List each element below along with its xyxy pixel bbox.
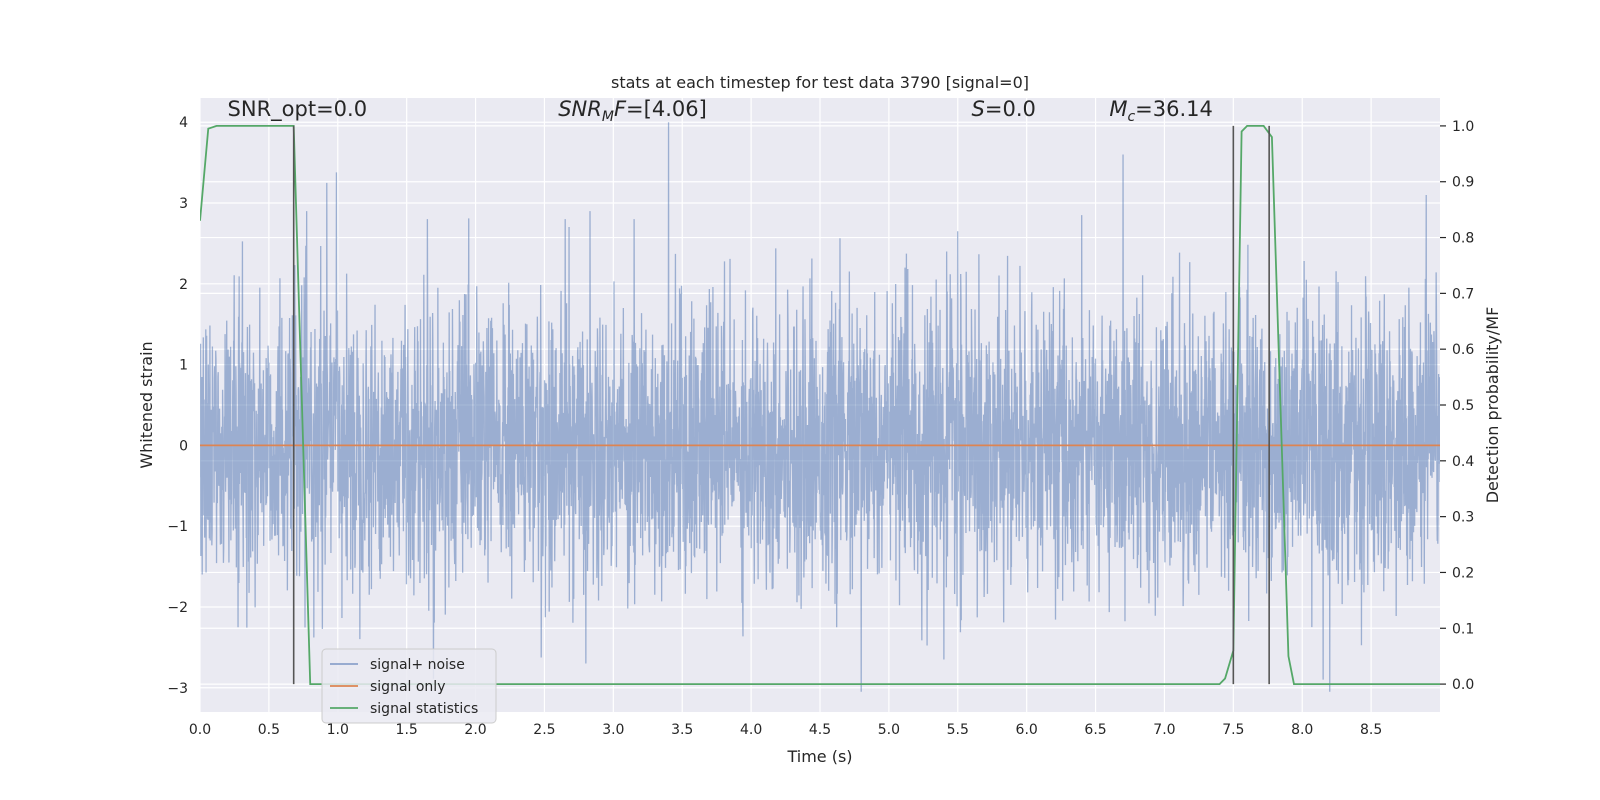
y2-tick-label-9: 0.9 <box>1452 175 1474 191</box>
x-tick-label-7: 3.5 <box>671 722 693 738</box>
x-tick-label-5: 2.5 <box>533 722 555 738</box>
y-tick-label-3: 0 <box>179 438 188 454</box>
x-tick-label-16: 8.0 <box>1291 722 1313 738</box>
x-tick-label-15: 7.5 <box>1222 722 1244 738</box>
y2-tick-label-0: 0.0 <box>1452 677 1474 693</box>
legend-box <box>321 648 497 724</box>
y2-tick-label-5: 0.5 <box>1452 398 1474 414</box>
y-tick-label-1: −2 <box>167 600 188 616</box>
y-tick-label-5: 2 <box>179 277 188 293</box>
x-tick-label-12: 6.0 <box>1016 722 1038 738</box>
annotations: SNR_opt=0.0 SNRMF=[4.06] S=0.0 Mc=36.14 <box>228 97 1213 125</box>
legend-label-0: signal+ noise <box>370 657 465 673</box>
y2-tick-label-6: 0.6 <box>1452 342 1474 358</box>
annotation-0: SNR_opt=0.0 <box>228 97 368 122</box>
y2-axis-label: Detection probability/MF <box>1483 307 1502 504</box>
y2-tick-label-2: 0.2 <box>1452 565 1474 581</box>
x-tick-label-1: 0.5 <box>258 722 280 738</box>
annotation-1: SNRMF=[4.06] <box>558 97 707 125</box>
y2-tick-label-3: 0.3 <box>1452 510 1474 526</box>
x-tick-label-11: 5.5 <box>947 722 969 738</box>
y-tick-label-7: 4 <box>179 115 188 131</box>
legend: signal+ noise signal only signal statistic… <box>321 648 497 724</box>
y-tick-label-4: 1 <box>179 358 188 374</box>
y-tick-label-2: −1 <box>167 519 188 535</box>
x-axis-label: Time (s) <box>786 747 852 766</box>
x-tick-label-9: 4.5 <box>809 722 831 738</box>
x-tick-label-4: 2.0 <box>464 722 486 738</box>
x-tick-label-14: 7.0 <box>1153 722 1175 738</box>
x-tick-label-8: 4.0 <box>740 722 762 738</box>
y2-tick-label-10: 1.0 <box>1452 119 1474 135</box>
series-line-2 <box>200 125 1440 685</box>
x-tick-label-17: 8.5 <box>1360 722 1382 738</box>
y-tick-label-0: −3 <box>167 681 188 697</box>
x-tick-label-3: 1.5 <box>396 722 418 738</box>
y2-tick-label-8: 0.8 <box>1452 231 1474 247</box>
series-layer <box>200 122 1440 692</box>
annotation-2: S=0.0 <box>972 97 1036 121</box>
y-tick-label-6: 3 <box>179 196 188 212</box>
legend-label-2: signal statistics <box>370 701 478 717</box>
x-tick-label-0: 0.0 <box>189 722 211 738</box>
x-tick-label-10: 5.0 <box>878 722 900 738</box>
y2-tick-label-1: 0.1 <box>1452 621 1474 637</box>
x-tick-label-2: 1.0 <box>327 722 349 738</box>
x-tick-label-13: 6.5 <box>1084 722 1106 738</box>
ticks: 0.0 0.5 1.0 1.5 2.0 2.5 3.0 3.5 4.0 4.5 5.0 5.5 6.0 6… <box>167 115 1474 738</box>
y2-tick-label-4: 0.4 <box>1452 454 1474 470</box>
x-tick-label-6: 3.0 <box>602 722 624 738</box>
y2-tick-label-7: 0.7 <box>1452 286 1474 302</box>
annotation-3: Mc=36.14 <box>1109 97 1213 125</box>
legend-label-1: signal only <box>370 679 445 695</box>
chart-title: stats at each timestep for test data 379… <box>611 73 1029 92</box>
y-axis-label: Whitened strain <box>137 341 156 468</box>
